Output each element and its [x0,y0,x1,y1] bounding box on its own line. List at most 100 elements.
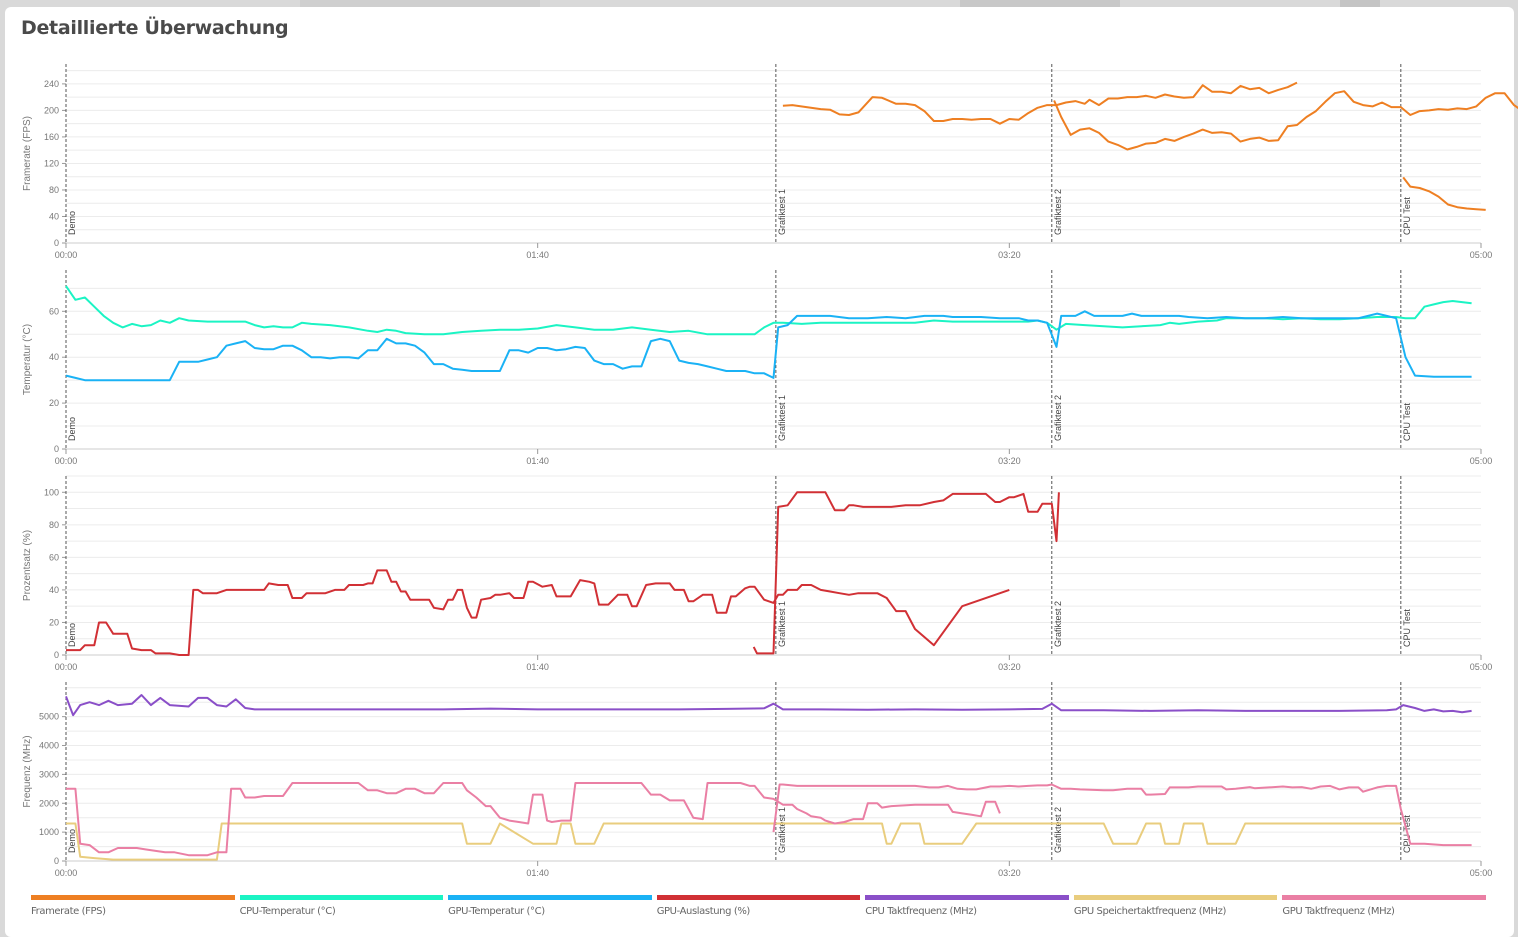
monitoring-card: Detaillierte Überwachung [5,7,1514,937]
x-tick-label: 05:00 [1470,868,1493,878]
legend-color-swatch [31,895,235,900]
chart-panel-3: 0 20 40 60 80 100 Prozentsatz (%) 00:00 01:40 03:… [22,475,1493,672]
legend-color-swatch [1073,895,1278,900]
y-tick-label: 60 [49,552,59,562]
background-decoration [300,0,540,8]
series-line [65,694,1472,717]
x-tick-label: 00:00 [55,456,78,466]
legend-label: GPU Speichertaktfrequenz (MHz) [1073,906,1227,917]
marker-label: Demo [67,417,77,441]
y-tick-label: 80 [49,185,59,195]
x-tick-label: 05:00 [1470,662,1493,672]
legend-label: GPU-Temperatur (°C) [448,906,545,917]
y-tick-label: 20 [49,617,59,627]
x-tick-label: 00:00 [55,250,78,260]
legend-color-swatch [239,895,444,900]
legend-item[interactable]: GPU Speichertaktfrequenz (MHz) [1073,895,1278,925]
x-tick-label: 01:40 [526,456,549,466]
marker-label: Grafiktest 1 [777,601,787,647]
chart-panel-1: 0 40 80 120 160 200 240 Framerate (FPS) 00:00 01:… [22,64,1518,260]
y-tick-label: 0 [54,856,59,866]
series-line [1053,90,1518,151]
y-tick-label: 240 [44,79,59,89]
series-line [1402,176,1486,211]
series-line [66,822,1401,861]
legend-item[interactable]: GPU-Auslastung (%) [656,895,861,925]
y-tick-label: 40 [49,352,59,362]
legend-item[interactable]: CPU-Temperatur (°C) [239,895,444,925]
y-tick-label: 2000 [39,798,59,808]
legend: Framerate (FPS) CPU-Temperatur (°C) GPU-Te… [31,895,1491,925]
legend-item[interactable]: GPU-Temperatur (°C) [448,895,652,925]
series-line [772,783,1472,847]
marker-label: CPU Test [1402,609,1412,647]
x-tick-label: 01:40 [526,250,549,260]
legend-color-swatch [448,895,652,900]
x-tick-label: 05:00 [1470,250,1493,260]
y-tick-label: 5000 [39,712,59,722]
y-tick-label: 40 [49,211,59,221]
legend-label: Framerate (FPS) [31,906,106,917]
legend-color-swatch [865,895,1069,900]
marker-label: Grafiktest 2 [1053,395,1063,441]
y-tick-label: 4000 [39,741,59,751]
series-line [66,569,1010,656]
page-title: Detaillierte Überwachung [21,17,289,39]
y-tick-label: 3000 [39,769,59,779]
series-line [65,310,1472,382]
y-tick-label: 100 [44,487,59,497]
y-axis-label: Framerate (FPS) [22,116,33,191]
y-tick-label: 0 [54,444,59,454]
background-decoration [960,0,1120,8]
marker-label: Demo [67,623,77,647]
x-tick-label: 03:20 [998,662,1021,672]
x-tick-label: 01:40 [526,662,549,672]
legend-item[interactable]: Framerate (FPS) [31,895,235,925]
x-tick-label: 01:40 [526,868,549,878]
marker-label: Grafiktest 1 [777,807,787,853]
marker-label: CPU Test [1402,403,1412,441]
y-tick-label: 1000 [39,827,59,837]
y-tick-label: 160 [44,132,59,142]
legend-label: GPU-Auslastung (%) [656,906,751,917]
legend-label: CPU-Temperatur (°C) [239,906,336,917]
y-tick-label: 40 [49,585,59,595]
y-axis-label: Frequenz (MHz) [22,735,33,807]
x-tick-label: 05:00 [1470,456,1493,466]
y-tick-label: 200 [44,105,59,115]
marker-label: Grafiktest 2 [1053,189,1063,235]
series-line [782,81,1298,125]
chart-panel-4: 0 1000 2000 3000 4000 5000 Frequenz (MHz) 00:00… [22,682,1492,878]
x-tick-label: 00:00 [55,662,78,672]
marker-label: Demo [67,829,77,853]
y-axis-label: Prozentsatz (%) [22,530,33,601]
y-tick-label: 20 [49,398,59,408]
marker-label: Grafiktest 1 [777,189,787,235]
legend-color-swatch [1282,895,1486,900]
background-decoration [1340,0,1380,8]
legend-label: GPU Taktfrequenz (MHz) [1282,906,1395,917]
series-line [65,285,1472,336]
marker-label: CPU Test [1402,197,1412,235]
y-tick-label: 60 [49,306,59,316]
y-tick-label: 0 [54,238,59,248]
marker-label: Grafiktest 1 [777,395,787,441]
legend-item[interactable]: GPU Taktfrequenz (MHz) [1282,895,1486,925]
series-line [752,491,1060,655]
y-tick-label: 0 [54,650,59,660]
y-tick-label: 80 [49,520,59,530]
y-tick-label: 120 [44,158,59,168]
legend-color-swatch [656,895,861,900]
marker-label: Grafiktest 2 [1053,807,1063,853]
x-tick-label: 00:00 [55,868,78,878]
marker-label: Grafiktest 2 [1053,601,1063,647]
chart-panel-2: 0 20 40 60 Temperatur (°C) 00:00 01:40 03:20 05:… [22,270,1492,466]
legend-item[interactable]: CPU Taktfrequenz (MHz) [865,895,1069,925]
y-axis-label: Temperatur (°C) [22,324,33,395]
legend-label: CPU Taktfrequenz (MHz) [865,906,977,917]
series-line [66,782,1001,857]
x-tick-label: 03:20 [998,868,1021,878]
x-tick-label: 03:20 [998,456,1021,466]
x-tick-label: 03:20 [998,250,1021,260]
